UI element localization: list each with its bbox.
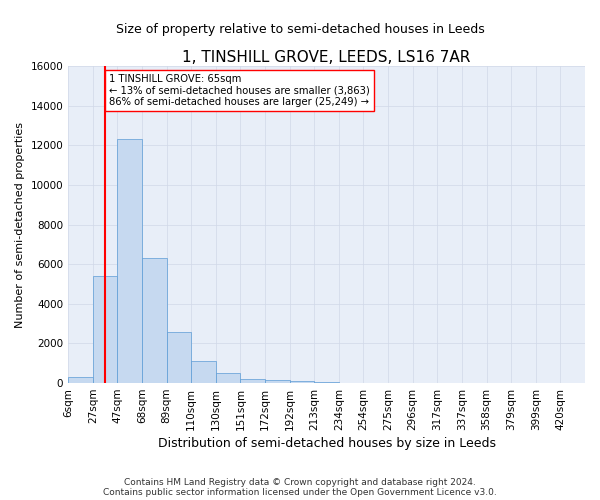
Bar xyxy=(216,373,241,383)
Bar xyxy=(241,379,265,383)
Y-axis label: Number of semi-detached properties: Number of semi-detached properties xyxy=(15,122,25,328)
Text: Size of property relative to semi-detached houses in Leeds: Size of property relative to semi-detach… xyxy=(116,22,484,36)
Text: 1 TINSHILL GROVE: 65sqm
← 13% of semi-detached houses are smaller (3,863)
86% of: 1 TINSHILL GROVE: 65sqm ← 13% of semi-de… xyxy=(109,74,370,108)
Bar xyxy=(290,381,314,383)
Bar xyxy=(93,276,118,383)
X-axis label: Distribution of semi-detached houses by size in Leeds: Distribution of semi-detached houses by … xyxy=(158,437,496,450)
Bar xyxy=(314,382,339,383)
Bar xyxy=(265,380,290,383)
Bar xyxy=(167,332,191,383)
Title: 1, TINSHILL GROVE, LEEDS, LS16 7AR: 1, TINSHILL GROVE, LEEDS, LS16 7AR xyxy=(182,50,471,65)
Bar xyxy=(68,377,93,383)
Bar xyxy=(118,140,142,383)
Text: Contains HM Land Registry data © Crown copyright and database right 2024.
Contai: Contains HM Land Registry data © Crown c… xyxy=(103,478,497,497)
Bar xyxy=(191,362,216,383)
Bar xyxy=(142,258,167,383)
